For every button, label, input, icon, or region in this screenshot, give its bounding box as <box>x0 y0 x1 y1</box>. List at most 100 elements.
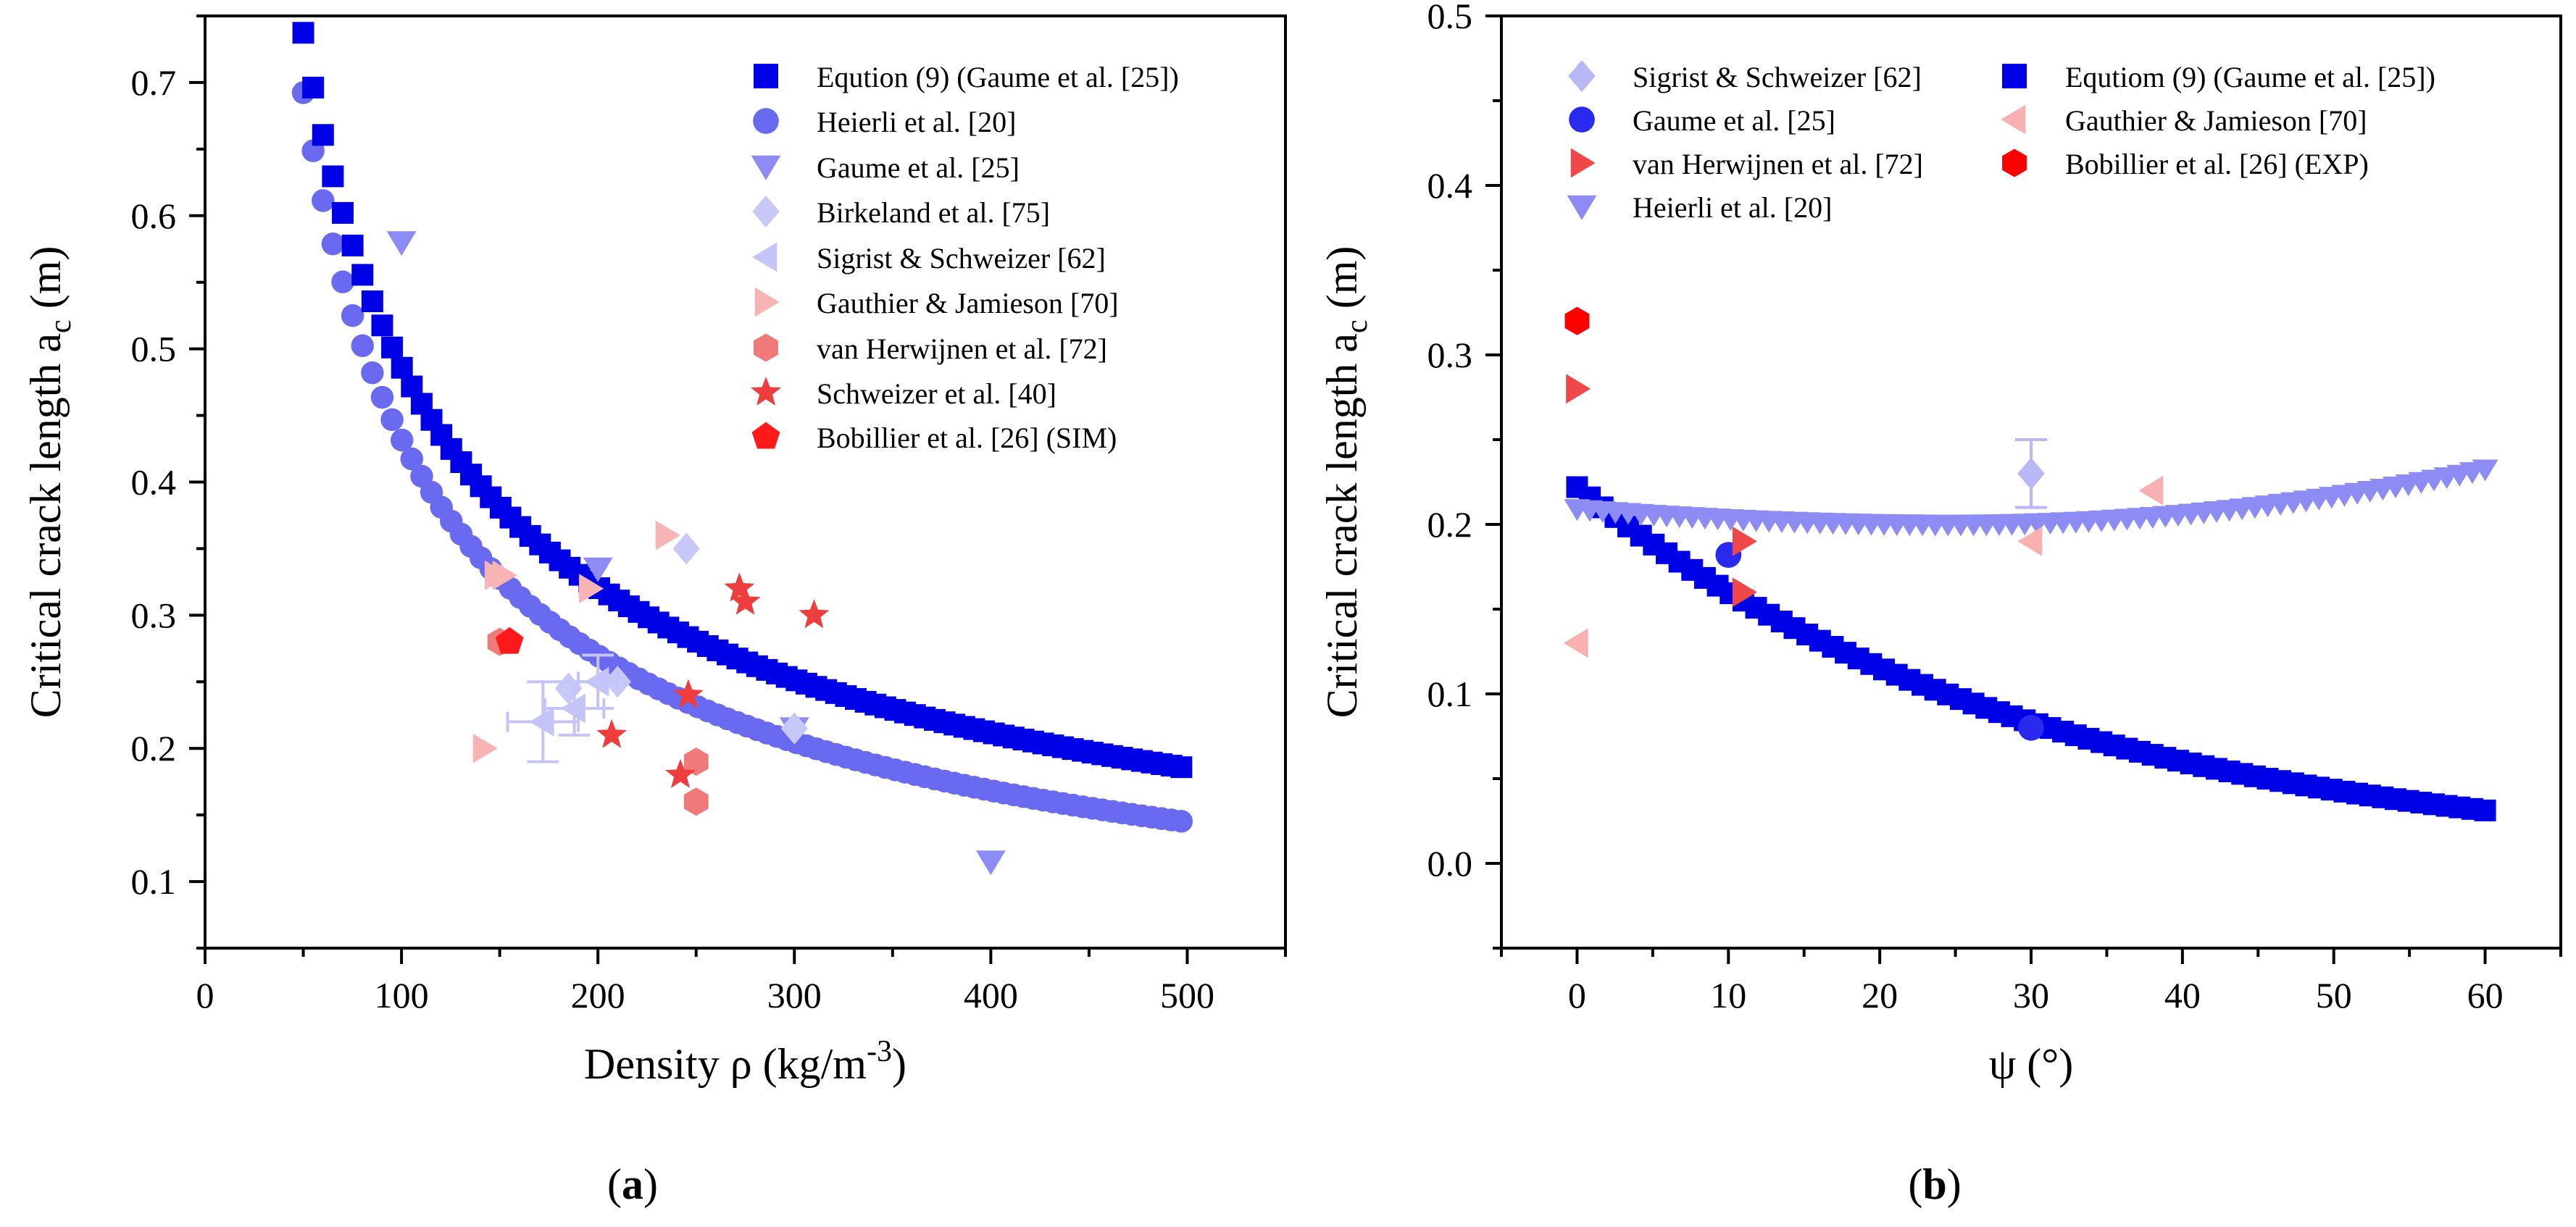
x-tick-label: 400 <box>964 975 1018 1015</box>
data-point <box>665 758 696 788</box>
legend-label: Schweizer et al. [40] <box>817 377 1056 410</box>
series-4 <box>1566 476 2496 821</box>
y-tick-label: 0.4 <box>131 462 177 503</box>
data-point <box>351 334 374 358</box>
y-tick-label: 0.0 <box>1427 843 1473 884</box>
legend-label: Gauthier & Jamieson [70] <box>817 287 1119 319</box>
legend-label: Equtiom (9) (Gaume et al. [25]) <box>2065 61 2435 93</box>
data-point <box>380 408 404 432</box>
legend-label: Gaume et al. [25] <box>1633 104 1835 137</box>
data-point <box>1564 306 1590 335</box>
data-point <box>312 124 334 146</box>
x-tick-label: 0 <box>1568 975 1586 1015</box>
data-point <box>2138 475 2164 506</box>
data-point <box>390 428 414 452</box>
data-point <box>583 557 613 582</box>
x-tick-label: 60 <box>2467 975 2504 1015</box>
legend-marker <box>2001 104 2026 135</box>
data-point <box>780 712 808 745</box>
x-tick-label: 200 <box>571 975 625 1015</box>
data-point <box>1566 374 1591 404</box>
data-point <box>683 787 709 816</box>
legend-marker <box>751 155 781 180</box>
panel-b: 0 10 20 30 40 50 60 0.0 0.1 0.2 0.3 0.4 0.5 ψ (°) Crit… <box>1318 0 2562 1208</box>
data-point <box>472 733 498 763</box>
panel-label: (a) <box>607 1160 658 1208</box>
legend-label: van Herwijnen et al. [72] <box>1633 148 1923 180</box>
data-point <box>292 22 314 44</box>
data-point <box>331 270 354 293</box>
data-point <box>1170 756 1193 779</box>
series-0 <box>292 22 1193 779</box>
x-tick-label: 20 <box>1862 975 1898 1015</box>
data-point <box>351 264 374 286</box>
x-axis-title: ψ (°) <box>1989 1040 2074 1088</box>
data-point <box>2018 714 2044 741</box>
y-tick-label: 0.3 <box>131 595 177 635</box>
data-point <box>371 314 393 337</box>
data-point <box>1732 577 1757 607</box>
data-point <box>381 336 404 359</box>
data-point <box>799 599 830 629</box>
legend-label: Sigrist & Schweizer [62] <box>1633 61 1922 93</box>
legend-marker <box>754 333 778 362</box>
data-point <box>391 356 413 379</box>
data-point <box>1732 527 1757 556</box>
series-4 <box>506 653 620 763</box>
y-tick-label: 0.1 <box>1427 674 1473 714</box>
data-point <box>361 290 383 313</box>
legend-marker <box>2002 64 2027 88</box>
legend-label: Heierli et al. [20] <box>817 106 1016 138</box>
x-tick-label: 30 <box>2013 975 2049 1015</box>
legend-label: Sigrist & Schweizer [62] <box>817 242 1106 275</box>
data-point <box>492 560 517 590</box>
legend-label: van Herwijnen et al. [72] <box>817 332 1107 365</box>
legend-marker <box>751 422 780 449</box>
series-0 <box>2015 438 2047 509</box>
data-point <box>332 201 354 224</box>
y-axis-title: Critical crack length ac (m) <box>22 246 78 719</box>
y-tick-label: 0.5 <box>131 329 177 369</box>
legend: Eqution (9) (Gaume et al. [25]) Heierli e… <box>750 61 1179 454</box>
legend: Sigrist & Schweizer [62] Gaume et al. [25… <box>1567 59 2435 224</box>
legend-marker <box>1569 106 1595 133</box>
data-point <box>730 585 761 615</box>
legend-label: Gaume et al. [25] <box>817 151 1020 184</box>
series-5 <box>1563 475 2164 658</box>
legend-marker <box>2002 148 2027 177</box>
data-point <box>529 707 554 737</box>
data-point <box>495 627 524 654</box>
x-tick-label: 100 <box>375 975 429 1015</box>
y-tick-label: 0.3 <box>1427 335 1473 375</box>
x-tick-label: 40 <box>2164 975 2201 1015</box>
x-tick-label: 50 <box>2316 975 2352 1015</box>
legend-label: Bobillier et al. [26] (SIM) <box>817 422 1117 454</box>
data-point <box>1170 810 1193 833</box>
legend-marker <box>754 287 780 317</box>
legend-marker <box>752 195 780 228</box>
x-tick-label: 10 <box>1710 975 1746 1015</box>
panel-label: (b) <box>1908 1160 1961 1208</box>
y-tick-label: 0.6 <box>131 196 177 236</box>
data-point <box>596 719 628 748</box>
series-6 <box>1564 306 1590 335</box>
data-point <box>975 850 1006 876</box>
x-axis-title: Density ρ (kg/m-3) <box>584 1035 906 1088</box>
y-axis-title: Critical crack length ac (m) <box>1318 246 1374 719</box>
legend-marker <box>753 108 779 134</box>
y-tick-label: 0.2 <box>131 728 177 769</box>
legend-label: Birkeland et al. [75] <box>817 196 1050 229</box>
legend-marker <box>1570 148 1596 178</box>
data-point <box>683 747 709 776</box>
legend-marker <box>750 376 782 406</box>
data-point <box>655 520 680 550</box>
y-tick-label: 0.1 <box>131 861 177 902</box>
series-1 <box>291 81 1193 833</box>
x-tick-label: 0 <box>196 975 214 1015</box>
data-point <box>341 234 364 256</box>
legend-marker <box>752 242 778 272</box>
data-point <box>579 574 604 603</box>
panel-a: 0 100 200 300 400 500 0.1 0.2 0.3 0.4 0.5 0.6 0.7 Den… <box>22 14 1287 1208</box>
data-point <box>302 76 325 99</box>
data-point <box>672 679 704 708</box>
